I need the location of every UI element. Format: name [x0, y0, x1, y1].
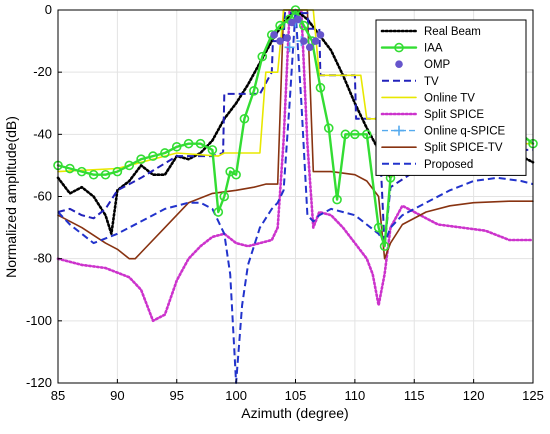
data-point — [311, 37, 320, 45]
legend-label: Split SPICE-TV — [424, 142, 503, 154]
legend-marker — [395, 60, 403, 68]
data-point — [171, 141, 182, 152]
x-tick-label: 115 — [404, 388, 425, 403]
data-point — [124, 160, 135, 171]
data-point — [207, 145, 218, 155]
data-point — [275, 20, 285, 31]
data-point — [249, 86, 259, 96]
data-point — [195, 138, 206, 149]
legend-entry: IAA — [380, 42, 443, 55]
data-point — [213, 207, 224, 217]
data-point — [315, 82, 326, 93]
legend-label: OMP — [424, 59, 451, 71]
data-point — [316, 31, 325, 39]
legend-marker — [394, 125, 404, 136]
legend-entry: TV — [382, 76, 439, 88]
data-point — [65, 163, 75, 174]
legend-label: Online q-SPICE — [424, 126, 506, 138]
y-tick-label: -20 — [33, 64, 52, 79]
legend-entry: Real Beam — [380, 26, 481, 38]
y-tick-label: 0 — [45, 2, 52, 17]
y-tick-label: -60 — [33, 189, 52, 204]
data-point — [299, 20, 309, 31]
x-tick-label: 105 — [285, 388, 307, 403]
y-tick-label: -80 — [33, 251, 52, 266]
legend-label: Online TV — [424, 92, 475, 104]
x-tick-label: 95 — [170, 388, 184, 403]
y-axis-label: Normalized amplitude(dB) — [3, 116, 19, 278]
x-tick-label: 125 — [522, 388, 544, 403]
data-point — [361, 129, 372, 140]
data-point — [112, 166, 123, 177]
x-tick-label: 85 — [51, 388, 65, 403]
data-point — [283, 34, 291, 42]
data-point — [219, 191, 230, 202]
legend-entry: OMP — [395, 59, 451, 71]
series-proposed — [57, 9, 534, 384]
data-point — [239, 113, 250, 124]
data-point — [323, 123, 334, 133]
legend-label: Proposed — [424, 159, 473, 171]
x-tick-label: 90 — [110, 388, 124, 403]
data-point — [332, 194, 342, 205]
data-point — [340, 129, 351, 140]
legend-entry: Split SPICE — [380, 109, 484, 121]
data-point — [231, 169, 241, 180]
legend-entry: Split SPICE-TV — [381, 142, 503, 154]
data-point — [88, 169, 99, 180]
legend: Real Beam IAA OMP TV Online TV Split SPICE Onl… — [375, 19, 527, 176]
series-omp — [270, 15, 325, 52]
legend-label: Real Beam — [424, 26, 481, 38]
x-tick-label: 100 — [225, 388, 247, 403]
legend-label: Split SPICE — [424, 109, 484, 121]
data-point — [76, 166, 87, 177]
data-point — [305, 43, 314, 52]
legend-entry: Proposed — [382, 159, 473, 171]
legend-marker — [394, 42, 404, 53]
data-point — [284, 42, 295, 53]
data-point — [270, 31, 278, 39]
data-point — [379, 241, 390, 252]
data-point — [288, 18, 296, 27]
x-tick-label: 120 — [463, 388, 485, 403]
legend-label: TV — [424, 76, 439, 88]
series-line-proposed — [57, 9, 534, 384]
data-point — [183, 138, 194, 149]
data-point — [160, 148, 170, 158]
data-point — [257, 51, 268, 62]
data-point — [148, 151, 158, 161]
y-tick-label: -40 — [33, 126, 52, 141]
axis-ticks: 85 90 95 100 105 110 115 120 125 0 -20 -40 -60 -80 -10… — [26, 2, 544, 403]
data-point — [350, 129, 360, 140]
x-axis-label: Azimuth (degree) — [241, 405, 348, 421]
x-tick-label: 110 — [345, 388, 366, 403]
legend-entry: Online q-SPICE — [382, 125, 506, 138]
data-point — [136, 154, 146, 164]
legend-label: IAA — [424, 43, 443, 55]
data-point — [276, 37, 284, 45]
data-point — [373, 222, 384, 233]
legend-entry: Online TV — [381, 92, 475, 104]
data-point — [100, 169, 111, 180]
data-point — [294, 15, 302, 24]
data-point — [300, 37, 308, 45]
y-tick-label: -100 — [26, 313, 52, 328]
y-tick-label: -120 — [26, 375, 52, 390]
